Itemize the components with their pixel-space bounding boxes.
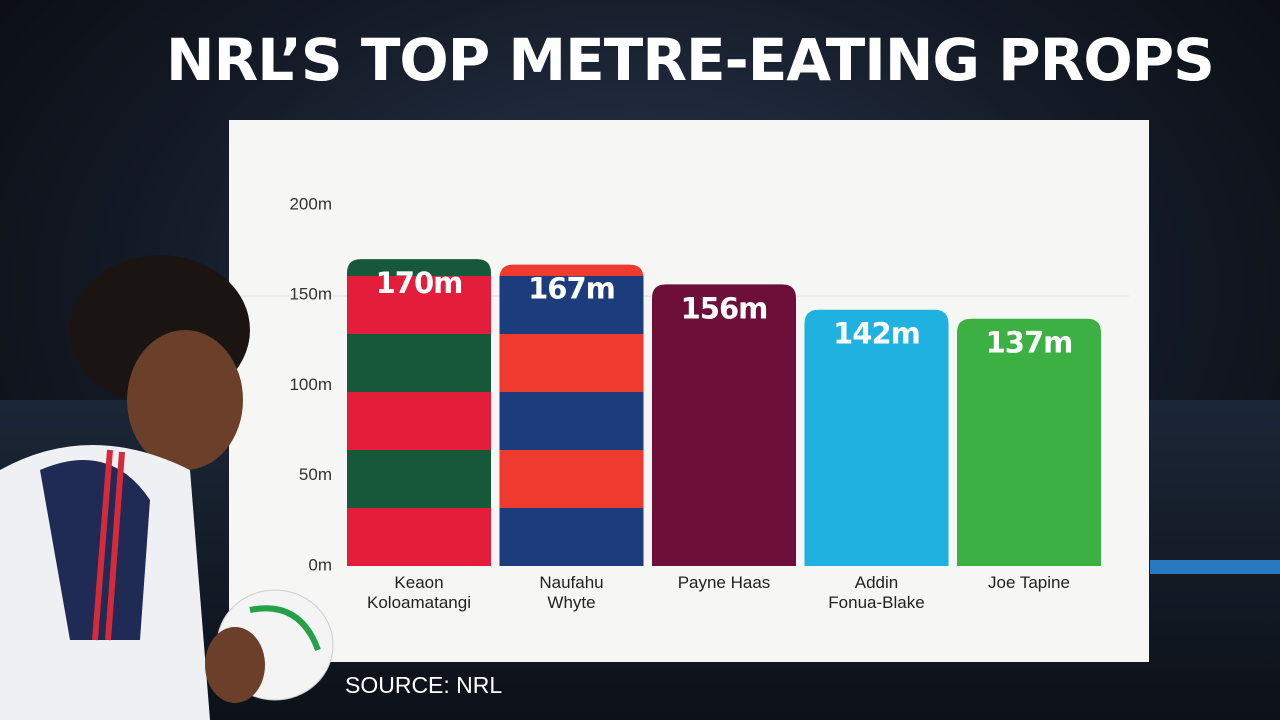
y-tick-label: 0m [308,555,332,574]
bar-stripe [499,276,644,334]
bar [804,309,949,566]
x-tick-label: Joe Tapine [988,573,1070,592]
value-label: 167m [528,272,615,306]
bar-stripe [499,392,644,450]
y-tick-label: 50m [299,465,332,484]
value-label: 142m [833,317,920,351]
x-tick-label: Naufahu Whyte [539,573,604,612]
y-tick-label: 200m [289,194,332,213]
bar-stripe [347,392,491,450]
x-tick-label: Addin Fonua-Blake [828,573,925,612]
value-label: 137m [986,326,1073,360]
source-note: SOURCE: NRL [345,672,503,698]
signage [1150,560,1280,574]
bar-stripe [347,508,491,566]
player [0,255,334,720]
bar [957,318,1101,566]
y-tick-label: 150m [289,285,332,304]
bar [652,284,796,566]
value-label: 156m [681,291,768,325]
x-tick-label: Keaon Koloamatangi [367,573,471,612]
x-tick-label: Payne Haas [677,573,771,592]
bar-stripe [499,508,644,566]
bar-stripe [347,276,491,334]
value-label: 170m [376,266,463,300]
y-tick-label: 100m [289,375,332,394]
chart-title: NRL’S TOP METRE-EATING PROPS [166,26,1214,94]
